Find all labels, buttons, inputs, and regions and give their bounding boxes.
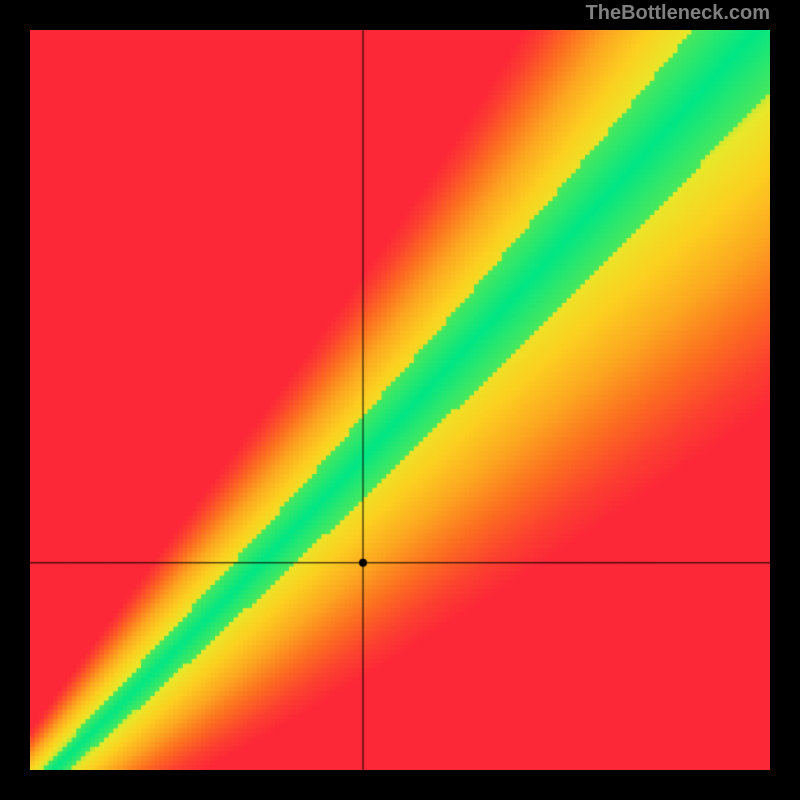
plot-area <box>30 30 770 770</box>
chart-container: TheBottleneck.com <box>0 0 800 800</box>
watermark-text: TheBottleneck.com <box>586 2 770 25</box>
heatmap-canvas <box>30 30 770 770</box>
